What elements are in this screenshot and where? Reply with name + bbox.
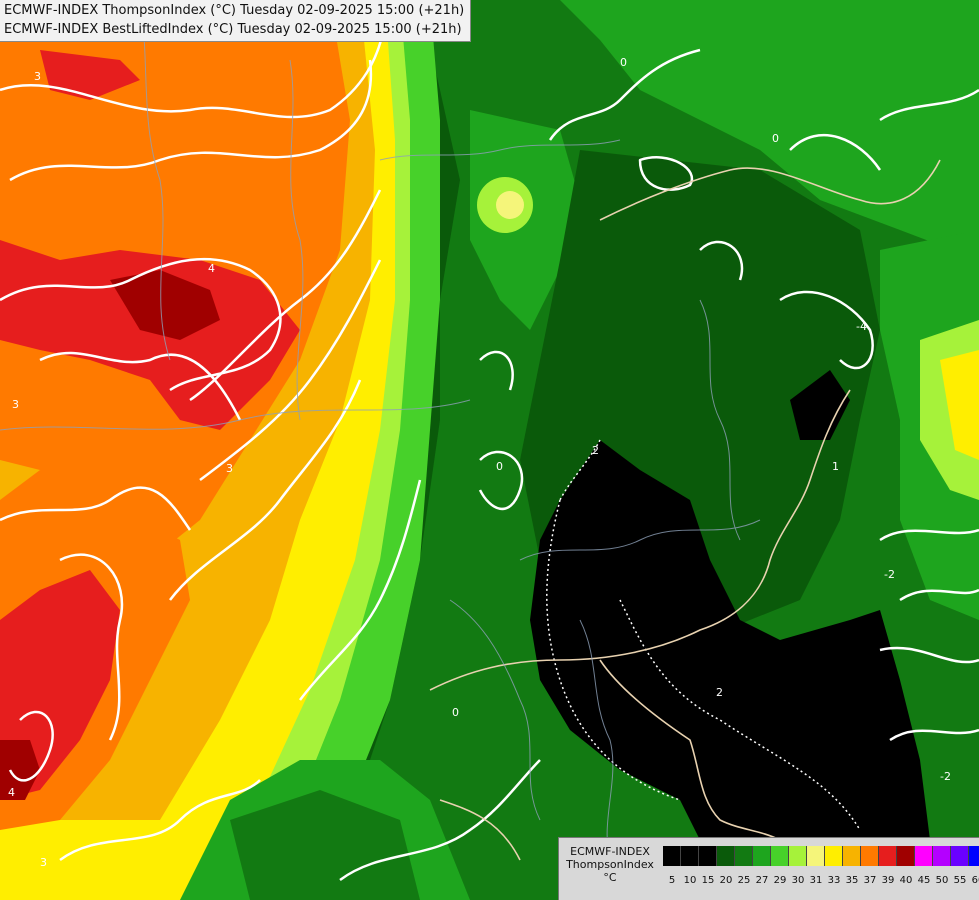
legend-tick-label: 55 xyxy=(953,875,967,886)
legend-tick-label: 27 xyxy=(755,875,769,886)
legend-tick-label: 33 xyxy=(827,875,841,886)
legend-variable: ThompsonIndex xyxy=(566,858,654,871)
legend-swatch xyxy=(771,846,789,866)
legend-tick-label: 35 xyxy=(845,875,859,886)
legend-swatch xyxy=(735,846,753,866)
legend-swatch xyxy=(843,846,861,866)
title-best-lifted-index: ECMWF-INDEX BestLiftedIndex (°C) Tuesday… xyxy=(4,22,462,37)
contour-label: 3 xyxy=(34,70,41,83)
legend-tick-label: 40 xyxy=(899,875,913,886)
legend-tick-label: 37 xyxy=(863,875,877,886)
contour-label: -2 xyxy=(940,770,951,783)
legend-swatch xyxy=(807,846,825,866)
contour-label: -2 xyxy=(884,568,895,581)
legend-swatch xyxy=(753,846,771,866)
contour-label: 0 xyxy=(772,132,779,145)
legend-swatch xyxy=(879,846,897,866)
legend-tick-label: 39 xyxy=(881,875,895,886)
legend-tick-label: 45 xyxy=(917,875,931,886)
contour-label: 0 xyxy=(496,460,503,473)
legend-swatches xyxy=(663,846,979,866)
legend-swatch xyxy=(789,846,807,866)
legend-tick-label: 30 xyxy=(791,875,805,886)
legend-tick-label: 20 xyxy=(719,875,733,886)
legend-tick-label: 15 xyxy=(701,875,715,886)
legend-swatch xyxy=(825,846,843,866)
legend-tick-label: 10 xyxy=(683,875,697,886)
contour-label: 3 xyxy=(12,398,19,411)
legend-tick-label: 31 xyxy=(809,875,823,886)
color-legend: ECMWF-INDEX ThompsonIndex °C 5 10 15 20 25 27… xyxy=(558,837,979,900)
legend-swatch xyxy=(969,846,979,866)
title-thompson-index: ECMWF-INDEX ThompsonIndex (°C) Tuesday 0… xyxy=(4,3,465,18)
legend-swatch xyxy=(915,846,933,866)
legend-swatch xyxy=(699,846,717,866)
legend-tick-label: 29 xyxy=(773,875,787,886)
legend-swatch xyxy=(933,846,951,866)
legend-unit: °C xyxy=(603,871,617,884)
contour-label: 0 xyxy=(620,56,627,69)
legend-swatch xyxy=(717,846,735,866)
contour-label: 0 xyxy=(452,706,459,719)
legend-swatch xyxy=(951,846,969,866)
legend-tick-label: 25 xyxy=(737,875,751,886)
legend-tick-label: 5 xyxy=(668,875,676,886)
map-title-box: ECMWF-INDEX ThompsonIndex (°C) Tuesday 0… xyxy=(0,0,472,42)
contour-label: 2 xyxy=(716,686,723,699)
contour-label: 4 xyxy=(208,262,215,275)
contour-label: 2 xyxy=(592,444,599,457)
contour-label: -4 xyxy=(856,320,867,333)
contour-label: 1 xyxy=(832,460,839,473)
contour-label: 3 xyxy=(226,462,233,475)
legend-swatch xyxy=(897,846,915,866)
legend-model: ECMWF-INDEX xyxy=(570,845,650,858)
legend-swatch xyxy=(681,846,699,866)
contour-label: 3 xyxy=(40,856,47,869)
contour-label: 4 xyxy=(8,786,15,799)
legend-tick-label: 50 xyxy=(935,875,949,886)
legend-swatch xyxy=(663,846,681,866)
legend-label: ECMWF-INDEX ThompsonIndex °C xyxy=(561,845,659,884)
legend-tick-label: 60 xyxy=(971,875,979,886)
legend-swatch xyxy=(861,846,879,866)
legend-ticks: 5 10 15 20 25 27 29 30 31 33 35 37 39 40 45 50 55 60 xyxy=(663,874,979,888)
